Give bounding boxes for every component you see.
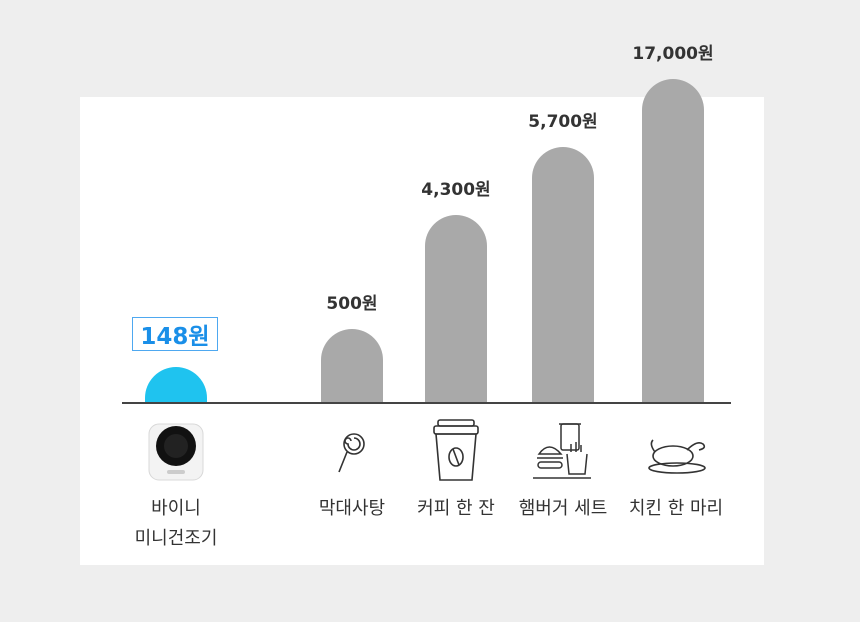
bar-value-label: 17,000원 <box>632 44 713 64</box>
bar-value-label: 500원 <box>326 294 377 314</box>
category-label: 치킨 한 마리 <box>629 498 723 519</box>
bar-value-label: 4,300원 <box>421 180 490 200</box>
roast-chicken-icon <box>648 439 706 474</box>
bar <box>145 367 207 403</box>
coffee-cup-icon <box>433 419 479 481</box>
category-label: 바이니 <box>151 498 201 519</box>
category-label: 미니건조기 <box>135 528 218 549</box>
mini-dryer-icon <box>148 423 204 481</box>
highlight-value-box: 148원 <box>132 317 218 351</box>
category-label: 커피 한 잔 <box>417 498 495 519</box>
category-label: 햄버거 세트 <box>519 498 608 519</box>
bar <box>321 329 383 403</box>
bar <box>425 215 487 403</box>
category-label: 막대사탕 <box>319 498 385 519</box>
burger-set-icon <box>533 423 591 479</box>
bar <box>642 79 704 403</box>
bar-value-label: 5,700원 <box>528 112 597 132</box>
lollipop-icon <box>338 433 365 473</box>
bar <box>532 147 594 403</box>
